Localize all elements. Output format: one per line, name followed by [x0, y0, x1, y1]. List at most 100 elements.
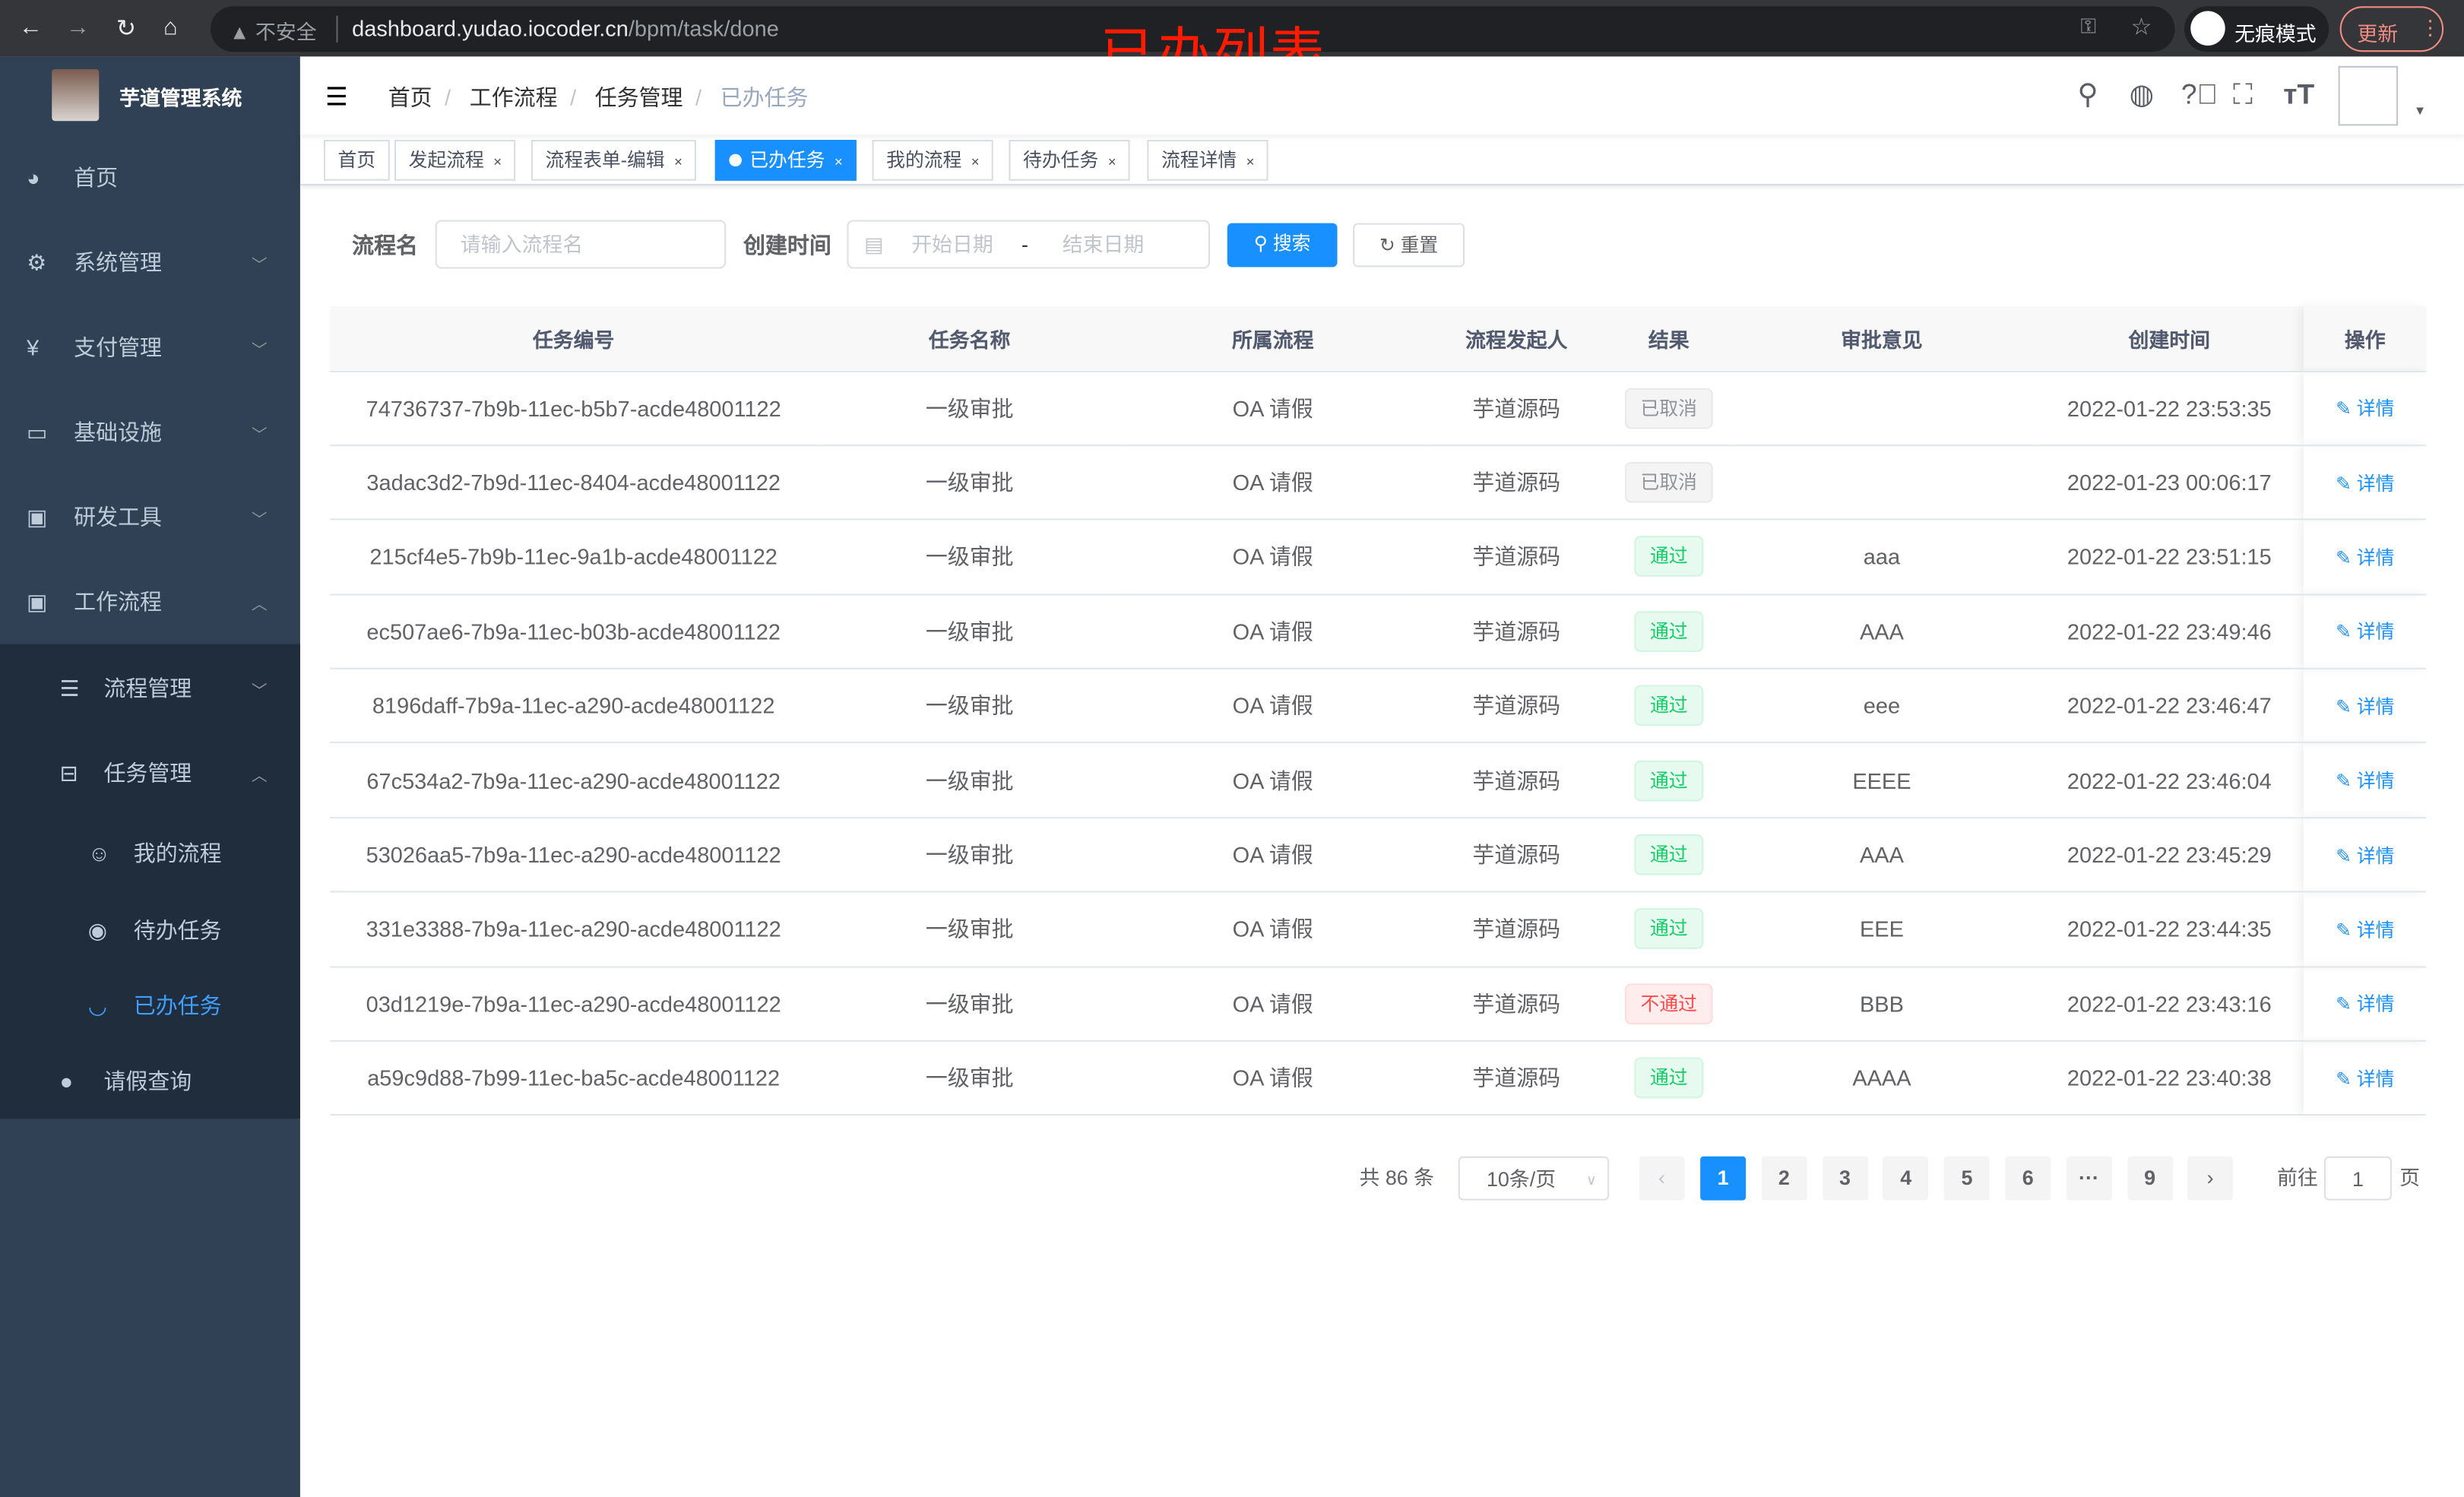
detail-link[interactable]: ✎ 详情: [2336, 993, 2394, 1015]
forward-icon[interactable]: →: [65, 14, 90, 41]
tag-label: 流程表单-编辑: [545, 149, 665, 172]
menu-label: 基础设施: [74, 419, 162, 445]
status-badge: 已取消: [1624, 462, 1713, 503]
tag-label: 首页: [337, 149, 376, 172]
table-row: ec507ae6-7b9a-11ec-b03b-acde48001122 一级审批…: [330, 593, 2427, 669]
page-button[interactable]: 6: [2005, 1156, 2051, 1201]
search-button[interactable]: ⚲ 搜索: [1227, 223, 1338, 267]
close-icon[interactable]: ×: [493, 153, 502, 170]
page-suffix: 页: [2399, 1166, 2421, 1190]
menu-item-leave[interactable]: ● 请假查询: [0, 1043, 300, 1119]
detail-link[interactable]: ✎ 详情: [2336, 695, 2394, 717]
detail-link[interactable]: ✎ 详情: [2336, 844, 2394, 866]
breadcrumb-item[interactable]: 工作流程: [469, 84, 558, 110]
comment-text: aaa: [1863, 544, 1901, 570]
detail-link[interactable]: ✎ 详情: [2336, 1068, 2394, 1090]
detail-link[interactable]: ✎ 详情: [2336, 621, 2394, 643]
reload-icon[interactable]: ↻: [116, 15, 137, 43]
home-icon[interactable]: ⌂: [163, 14, 178, 41]
url[interactable]: dashboard.yudao.iocoder.cn/bpm/task/done: [352, 16, 779, 41]
menu-item-home[interactable]: ◕ 首页: [0, 135, 300, 220]
tag[interactable]: 发起流程 ×: [394, 140, 516, 181]
help-icon[interactable]: ?⃝: [2181, 78, 2219, 110]
font-size-icon[interactable]: тT: [2283, 78, 2315, 110]
edit-icon: ✎: [2336, 993, 2357, 1016]
starter-text: 芋道源码: [1472, 693, 1561, 719]
toolbox-icon: ▣: [27, 503, 48, 529]
key-icon[interactable]: ⚿: [2080, 14, 2096, 38]
tag-home[interactable]: 首页: [323, 140, 390, 181]
tag[interactable]: 流程表单-编辑 ×: [530, 140, 697, 181]
task-name: 一级审批: [817, 1040, 1123, 1116]
process-name-text: OA 请假: [1232, 767, 1313, 793]
star-icon[interactable]: ☆: [2130, 14, 2152, 41]
tag[interactable]: 我的流程 ×: [872, 140, 994, 181]
detail-label: 详情: [2356, 844, 2395, 867]
task-name-text: 一级审批: [925, 916, 1014, 942]
close-icon[interactable]: ×: [1107, 153, 1116, 170]
edit-icon: ✎: [2336, 472, 2357, 495]
github-icon[interactable]: ◍: [2129, 78, 2155, 110]
menu-item-infra[interactable]: ▭ 基础设施 ﹀: [0, 390, 300, 475]
goto-page-input[interactable]: 1: [2323, 1156, 2392, 1201]
menu-item-done[interactable]: ◡ 已办任务: [0, 968, 300, 1043]
menu-item-process-manage[interactable]: ☰ 流程管理 ﹀: [0, 650, 300, 726]
action-cell: ✎ 详情: [2304, 519, 2427, 595]
detail-link[interactable]: ✎ 详情: [2336, 472, 2394, 494]
menu-item-my-process[interactable]: ☺ 我的流程: [0, 815, 300, 891]
page-button[interactable]: 9: [2127, 1156, 2173, 1201]
task-id-text: 8196daff-7b9a-11ec-a290-acde48001122: [372, 693, 775, 719]
tag[interactable]: 流程详情 ×: [1147, 140, 1269, 181]
process-name-input[interactable]: 请输入流程名: [435, 220, 727, 269]
goto-label: 前往: [2276, 1166, 2318, 1190]
close-icon[interactable]: ×: [1246, 153, 1255, 170]
menu-label: 工作流程: [74, 589, 162, 615]
close-icon[interactable]: ×: [971, 153, 980, 170]
detail-link[interactable]: ✎ 详情: [2336, 397, 2394, 419]
closed-eye-icon: ◡: [87, 992, 108, 1018]
chevron-down-icon: ﹀: [251, 511, 268, 529]
detail-link[interactable]: ✎ 详情: [2336, 546, 2394, 568]
detail-link[interactable]: ✎ 详情: [2336, 919, 2394, 941]
menu-item-pay[interactable]: ¥ 支付管理 ﹀: [0, 305, 300, 390]
breadcrumb-item[interactable]: 任务管理: [594, 84, 683, 110]
tag-active[interactable]: 已办任务 ×: [714, 140, 857, 181]
date-range-picker[interactable]: ▤ 开始日期 - 结束日期: [847, 220, 1211, 269]
close-icon[interactable]: ×: [834, 153, 843, 170]
prev-page-button[interactable]: ‹: [1639, 1156, 1685, 1201]
fullscreen-icon[interactable]: ⛶: [2233, 78, 2253, 110]
menu-item-workflow[interactable]: ▣ 工作流程 ︿: [0, 559, 300, 644]
page-button[interactable]: 5: [1944, 1156, 1990, 1201]
close-icon[interactable]: ×: [674, 153, 683, 170]
page-button[interactable]: 3: [1822, 1156, 1868, 1201]
avatar[interactable]: [2338, 65, 2399, 126]
page-button[interactable]: 4: [1883, 1156, 1929, 1201]
menu-item-tools[interactable]: ▣ 研发工具 ﹀: [0, 474, 300, 559]
search-icon[interactable]: ⚲: [2077, 78, 2098, 110]
detail-label: 详情: [2356, 621, 2395, 644]
table-row: 53026aa5-7b9a-11ec-a290-acde48001122 一级审批…: [330, 817, 2427, 893]
navbar: ☰ 首页 / 工作流程 / 任务管理 / 已办任务 ⚲ ◍ ?⃝ ⛶ тT ▼: [299, 56, 2464, 135]
reset-button[interactable]: ↻ 重置: [1353, 223, 1465, 267]
address-bar[interactable]: ▲ 不安全 dashboard.yudao.iocoder.cn/bpm/tas…: [211, 6, 2175, 52]
back-icon[interactable]: ←: [18, 14, 43, 41]
page-size-select[interactable]: 10条/页 ∨: [1458, 1156, 1610, 1201]
update-button[interactable]: 更新 ⋮: [2339, 6, 2444, 52]
status-badge: 通过: [1634, 908, 1704, 950]
page-button[interactable]: ···: [2066, 1156, 2112, 1201]
caret-down-icon[interactable]: ▼: [2413, 103, 2427, 119]
update-label: 更新: [2357, 21, 2399, 46]
page-button[interactable]: 2: [1761, 1156, 1807, 1201]
process-name-text: OA 请假: [1232, 395, 1313, 421]
next-page-button[interactable]: ›: [2187, 1156, 2234, 1201]
page-button[interactable]: 1: [1700, 1156, 1747, 1201]
menu-item-todo[interactable]: ◉ 待办任务: [0, 892, 300, 967]
breadcrumb-item[interactable]: 首页: [388, 84, 432, 110]
menu-item-system[interactable]: ⚙ 系统管理 ﹀: [0, 220, 300, 305]
process-name-text: OA 请假: [1232, 544, 1313, 570]
detail-link[interactable]: ✎ 详情: [2336, 770, 2394, 792]
incognito-badge[interactable]: 无痕模式: [2184, 6, 2329, 52]
hamburger-icon[interactable]: ☰: [325, 84, 348, 112]
menu-item-task-manage[interactable]: ⊟ 任务管理 ︿: [0, 736, 300, 811]
tag[interactable]: 待办任务 ×: [1009, 140, 1131, 181]
